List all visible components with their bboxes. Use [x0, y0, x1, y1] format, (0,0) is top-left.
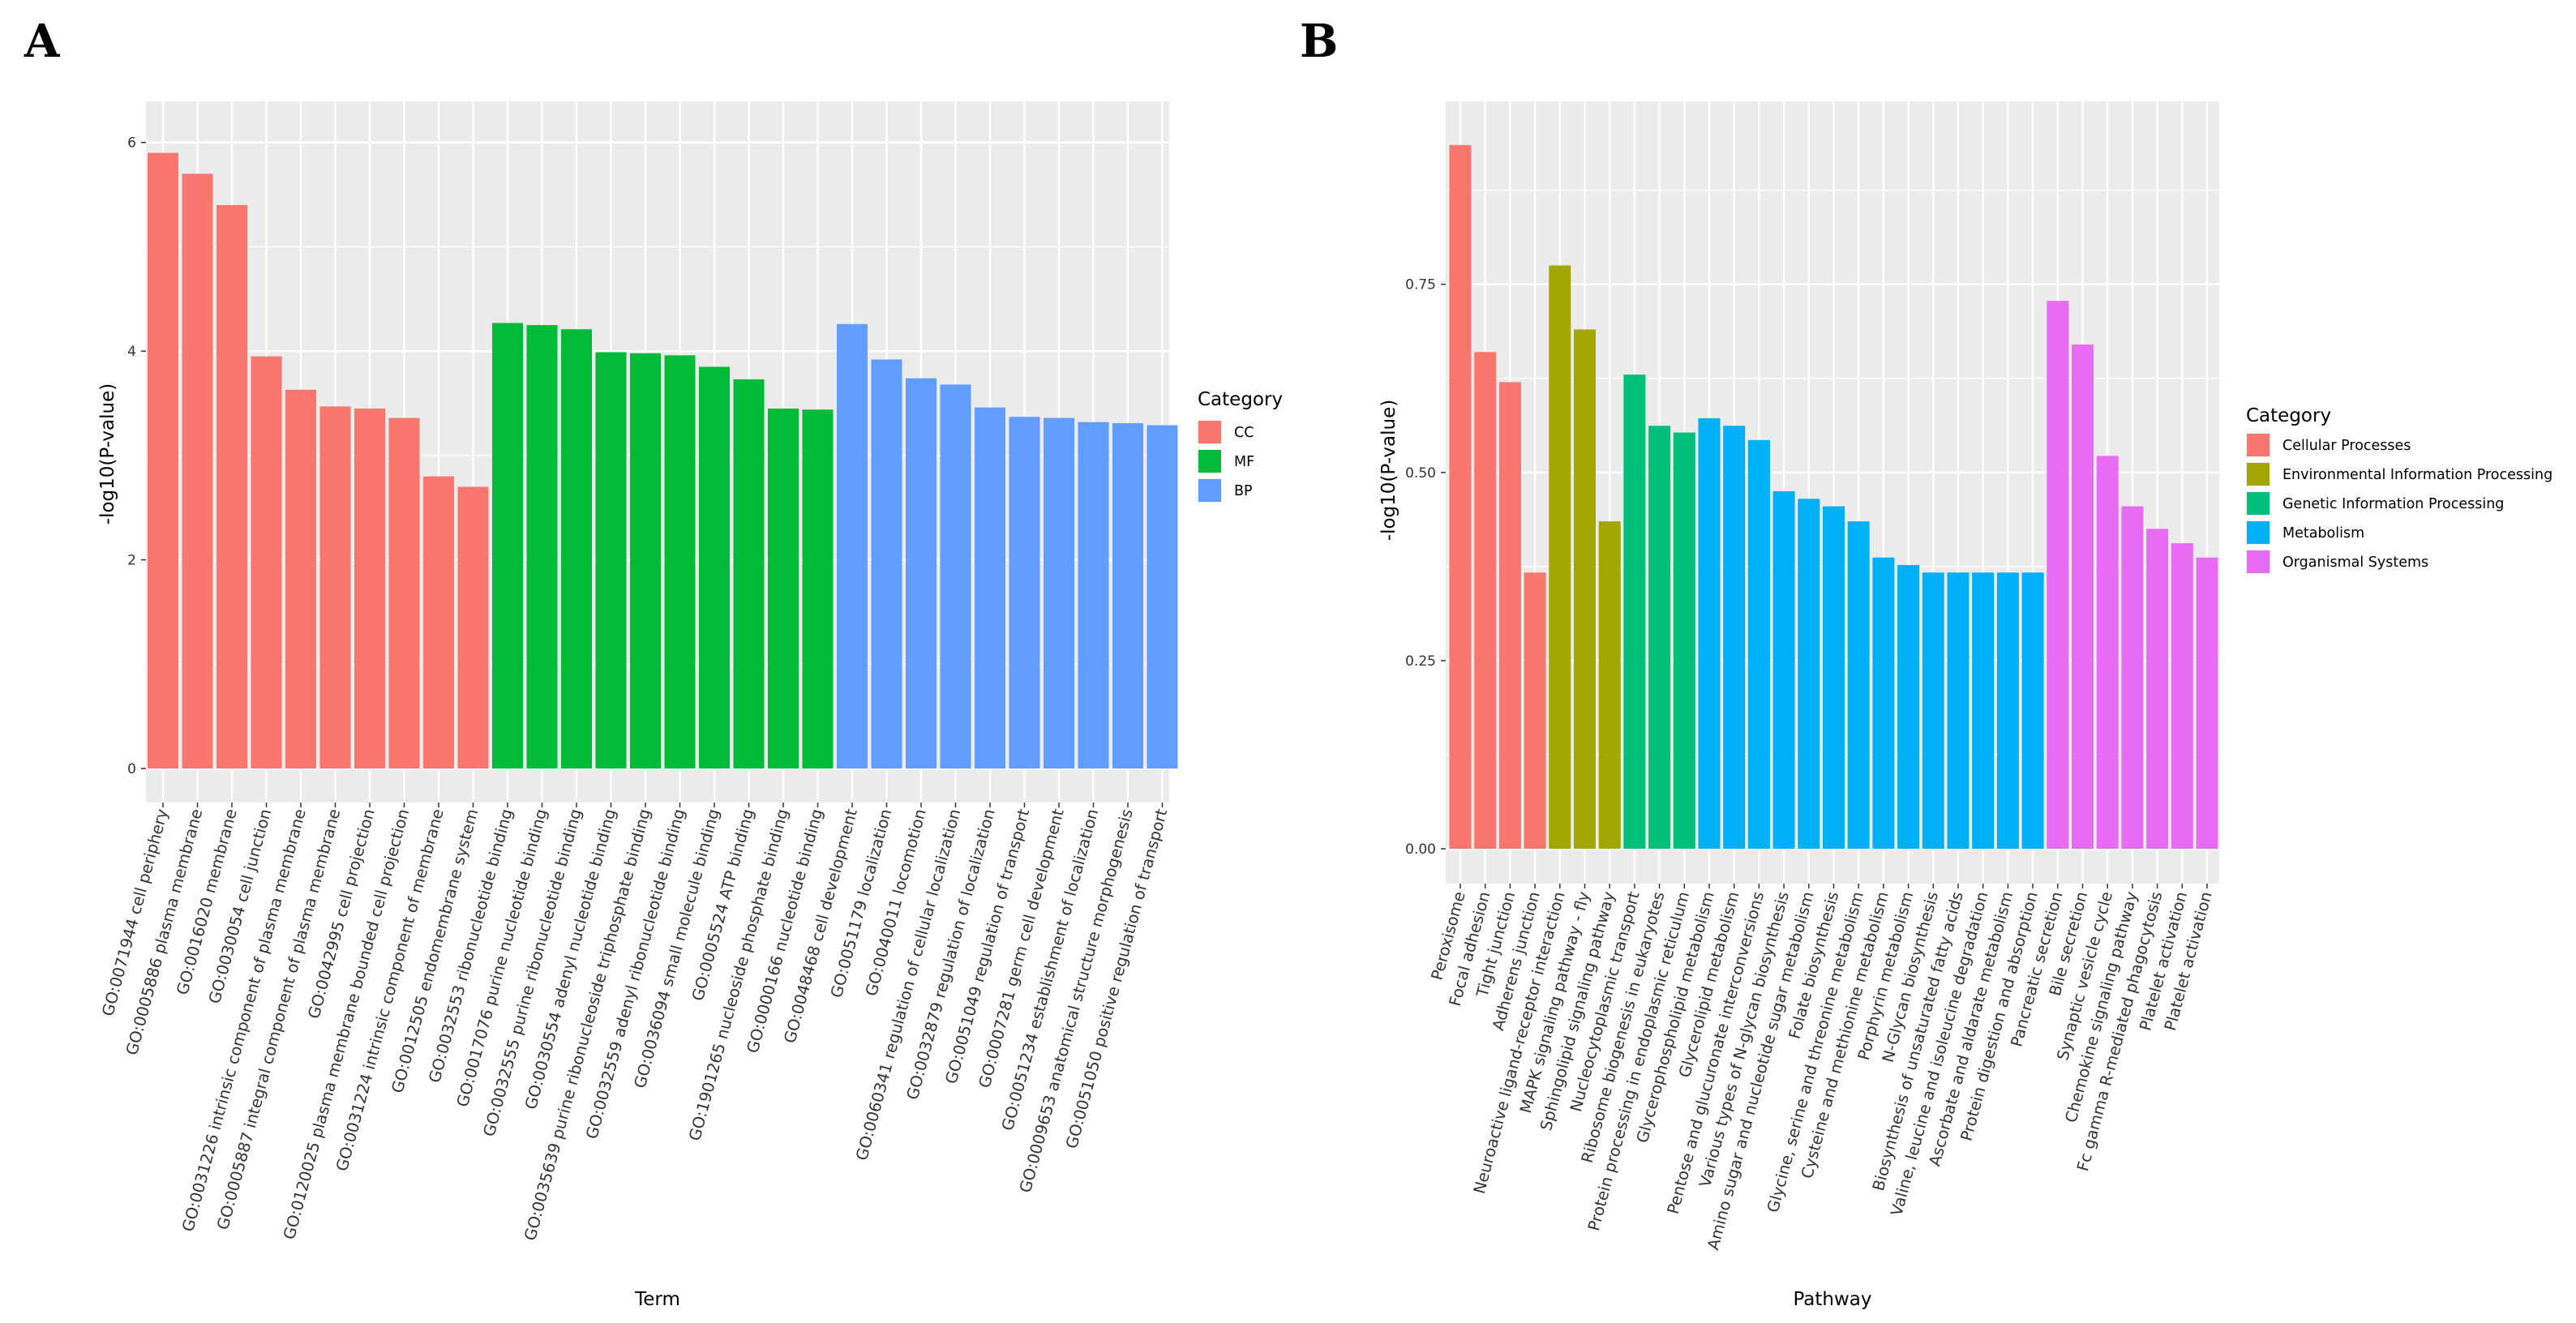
- panel-b-bar: [1823, 506, 1845, 849]
- panel-b-legend-label: Environmental Information Processing: [2282, 467, 2552, 483]
- panel-b-bar: [1474, 352, 1497, 850]
- panel-b-bar: [1498, 382, 1521, 850]
- panel-b-legend-swatch: [2247, 550, 2270, 573]
- panel-a-letter: A: [24, 15, 61, 68]
- panel-b-legend-swatch: [2247, 434, 2270, 456]
- panel-a-legend-swatch: [1198, 450, 1221, 473]
- panel-a-bar: [319, 406, 351, 769]
- panel-b-bar: [1698, 417, 1721, 849]
- panel-b-legend-label: Cellular Processes: [2282, 438, 2411, 454]
- panel-b-bar: [2121, 506, 2144, 849]
- panel-a-bar: [423, 476, 454, 769]
- panel-a-legend-title: Category: [1198, 389, 1283, 410]
- panel-b-x-axis-title: Pathway: [1793, 1289, 1871, 1310]
- panel-a-bar: [1078, 422, 1109, 769]
- panel-a-legend-swatch: [1198, 421, 1221, 443]
- panel-b-bar: [1524, 572, 1546, 849]
- panel-b-bar: [1772, 491, 1795, 849]
- panel-b-y-tick-label: 0.25: [1405, 653, 1436, 670]
- panel-a-bar: [768, 408, 799, 769]
- panel-b-bar: [1972, 572, 1995, 849]
- panel-a-bar: [354, 408, 385, 769]
- panel-b-legend-label: Organismal Systems: [2282, 554, 2428, 571]
- panel-b-y-tick-label: 0.50: [1405, 465, 1436, 482]
- panel-b-bar: [1847, 521, 1870, 849]
- panel-b-bar: [1574, 329, 1596, 849]
- panel-a-bar: [699, 366, 730, 769]
- panel-b-legend: Category Cellular Processes Environmental …: [2246, 405, 2552, 574]
- panel-b-bar: [1449, 144, 1472, 849]
- panel-b-legend-label: Genetic Information Processing: [2282, 496, 2504, 512]
- panel-a-bar: [595, 352, 627, 769]
- panel-a-y-tick-label: 4: [127, 344, 136, 360]
- panel-a-bar: [182, 173, 213, 769]
- panel-b-y-axis-title: -log10(P-value): [1378, 400, 1399, 541]
- panel-a-bar: [630, 353, 661, 769]
- panel-a-bar: [802, 409, 834, 769]
- panel-a-bar: [664, 355, 696, 769]
- panel-b-bar: [2072, 344, 2094, 849]
- panel-b-bar: [1798, 499, 1820, 849]
- panel-a-bar: [216, 204, 247, 769]
- panel-a-bar: [148, 152, 178, 769]
- panel-b-y-tick-label: 0.75: [1405, 277, 1436, 293]
- panel-a-bar: [1044, 417, 1074, 769]
- panel-a-y-tick-label: 2: [127, 553, 136, 569]
- panel-b-bar: [1673, 432, 1695, 849]
- panel-b-legend-swatch: [2247, 492, 2270, 515]
- panel-a-legend-label: BP: [1234, 483, 1253, 499]
- panel-b-bar: [2021, 572, 2044, 849]
- panel-a-legend: Category CC MF BP: [1198, 389, 1283, 503]
- panel-a-bar: [871, 359, 902, 769]
- panel-b-bar: [1897, 564, 1920, 849]
- panel-a-bar: [906, 378, 937, 769]
- panel-b-bar: [1598, 521, 1621, 849]
- panel-a-y-tick-label: 6: [127, 135, 136, 152]
- panel-b-bar: [2146, 529, 2169, 849]
- panel-b-legend-label: Metabolism: [2282, 525, 2364, 542]
- panel-b-bar: [1723, 426, 1746, 849]
- panel-b-legend-swatch: [2247, 463, 2270, 486]
- panel-b-bar: [1996, 572, 2019, 849]
- panel-b-bar: [1648, 426, 1671, 849]
- panel-a-legend-label: MF: [1234, 454, 1254, 470]
- panel-b-bar: [2171, 543, 2193, 849]
- panel-b-bar: [2047, 301, 2069, 849]
- panel-a-y-tick-label: 0: [127, 761, 136, 777]
- panel-b-bar: [1947, 572, 1970, 849]
- panel-b-bar: [1549, 265, 1571, 849]
- panel-a-bar: [561, 329, 592, 769]
- panel-b-bar: [2196, 557, 2218, 849]
- panel-a-bar: [1009, 417, 1040, 769]
- panel-a-bar: [837, 323, 868, 769]
- panel-a-y-axis-title: -log10(P-value): [97, 383, 118, 524]
- panel-a-legend-swatch: [1198, 479, 1221, 502]
- panel-a-bar: [457, 486, 489, 769]
- panel-a-bar: [1147, 425, 1178, 769]
- panel-b-y-tick-label: 0.00: [1405, 841, 1436, 858]
- panel-a-x-axis-title: Term: [634, 1289, 680, 1310]
- panel-b-bar: [1623, 375, 1646, 849]
- panel-a-bar: [526, 324, 558, 769]
- panel-b-bar: [1872, 557, 1895, 849]
- panel-a-bar: [285, 389, 316, 769]
- panel-b-bar: [2096, 456, 2119, 849]
- panel-a-bar: [1112, 422, 1143, 769]
- panel-a-bar: [492, 323, 523, 769]
- panel-b-letter: B: [1300, 15, 1338, 68]
- panel-b-bar: [1922, 572, 1944, 849]
- panel-b-legend-title: Category: [2246, 405, 2331, 426]
- panel-a-bar: [251, 356, 282, 769]
- panel-b-legend-swatch: [2247, 521, 2270, 544]
- panel-b-bar: [1747, 439, 1770, 849]
- panel-a-bar: [388, 417, 420, 769]
- panel-a-bar: [940, 384, 971, 769]
- panel-a-legend-label: CC: [1234, 425, 1254, 441]
- panel-a-bar: [975, 407, 1005, 769]
- panel-a-bar: [733, 379, 765, 769]
